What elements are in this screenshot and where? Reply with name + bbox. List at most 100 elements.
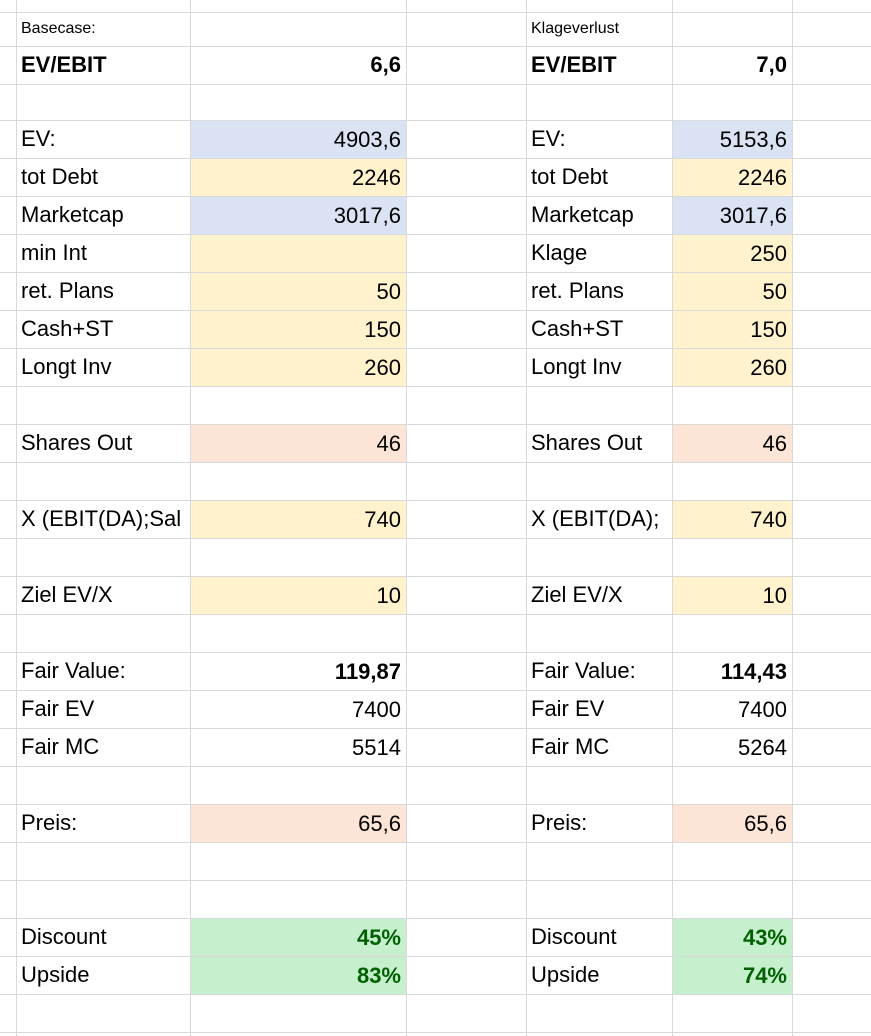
row-label: Discount bbox=[531, 924, 617, 949]
row-value: 74% bbox=[673, 957, 792, 994]
row-value: 2246 bbox=[673, 159, 792, 196]
row-value: 260 bbox=[673, 349, 792, 386]
row-label: Preis: bbox=[531, 810, 588, 835]
row-value: 150 bbox=[191, 311, 406, 348]
row-value: 10 bbox=[191, 577, 406, 614]
header-value: 6,6 bbox=[370, 52, 401, 77]
row-label: Fair Value: bbox=[21, 658, 126, 683]
sheet-title: Klageverlust bbox=[531, 20, 620, 37]
row-label: Longt Inv bbox=[21, 354, 112, 379]
row-label: Cash+ST bbox=[21, 316, 114, 341]
row-value: 260 bbox=[191, 349, 406, 386]
grid-line bbox=[0, 766, 871, 767]
row-value: 2246 bbox=[191, 159, 406, 196]
grid-line bbox=[0, 994, 871, 995]
row-value: 50 bbox=[673, 273, 792, 310]
row-label: Cash+ST bbox=[531, 316, 624, 341]
row-label: X (EBIT(DA); bbox=[531, 506, 660, 531]
grid-line bbox=[672, 0, 673, 1036]
row-value: 4903,6 bbox=[191, 121, 406, 158]
row-label: Upside bbox=[21, 962, 90, 987]
row-label: Klage bbox=[531, 240, 588, 265]
grid-line bbox=[0, 500, 871, 501]
grid-line bbox=[0, 46, 871, 47]
grid-line bbox=[16, 0, 17, 1036]
row-value: 5264 bbox=[738, 734, 787, 760]
grid-line bbox=[0, 234, 871, 235]
row-label: EV: bbox=[21, 126, 56, 151]
row-value: 740 bbox=[673, 501, 792, 538]
sheet-title: Basecase: bbox=[21, 20, 96, 37]
row-label: Preis: bbox=[21, 810, 78, 835]
row-label: Fair Value: bbox=[531, 658, 636, 683]
grid-line bbox=[0, 348, 871, 349]
grid-line bbox=[0, 196, 871, 197]
row-label: Marketcap bbox=[531, 202, 634, 227]
grid-line bbox=[0, 424, 871, 425]
row-label: Ziel EV/X bbox=[21, 582, 113, 607]
grid-line bbox=[0, 12, 871, 13]
grid-line bbox=[0, 1032, 871, 1033]
row-label: Longt Inv bbox=[531, 354, 622, 379]
row-value: 43% bbox=[673, 919, 792, 956]
grid-line bbox=[0, 272, 871, 273]
row-value: 150 bbox=[673, 311, 792, 348]
row-label: tot Debt bbox=[21, 164, 99, 189]
grid-line bbox=[0, 576, 871, 577]
header-label: EV/EBIT bbox=[21, 52, 107, 77]
row-value: 46 bbox=[191, 425, 406, 462]
row-label: EV: bbox=[531, 126, 566, 151]
row-value: 7400 bbox=[352, 696, 401, 722]
header-label: EV/EBIT bbox=[531, 52, 617, 77]
grid-line bbox=[0, 918, 871, 919]
row-value: 45% bbox=[191, 919, 406, 956]
row-value: 5514 bbox=[352, 734, 401, 760]
row-value: 50 bbox=[191, 273, 406, 310]
row-value: 10 bbox=[673, 577, 792, 614]
grid-line bbox=[190, 0, 191, 1036]
row-label: Marketcap bbox=[21, 202, 124, 227]
row-value: 3017,6 bbox=[673, 197, 792, 234]
grid-line bbox=[0, 462, 871, 463]
grid-line bbox=[0, 880, 871, 881]
row-value: 740 bbox=[191, 501, 406, 538]
row-value: 83% bbox=[191, 957, 406, 994]
row-label: min Int bbox=[21, 240, 88, 265]
row-label: Shares Out bbox=[21, 430, 133, 455]
row-label: Upside bbox=[531, 962, 600, 987]
grid-line bbox=[0, 728, 871, 729]
row-value: 7400 bbox=[738, 696, 787, 722]
grid-line bbox=[0, 614, 871, 615]
row-label: tot Debt bbox=[531, 164, 609, 189]
row-label: Fair EV bbox=[21, 696, 95, 721]
grid-line bbox=[0, 690, 871, 691]
row-label: ret. Plans bbox=[21, 278, 114, 303]
row-label: Fair MC bbox=[531, 734, 610, 759]
grid-line bbox=[0, 804, 871, 805]
row-value bbox=[191, 235, 406, 272]
grid-line bbox=[792, 0, 793, 1036]
row-value: 46 bbox=[673, 425, 792, 462]
row-value: 65,6 bbox=[673, 805, 792, 842]
grid-line bbox=[0, 84, 871, 85]
row-label: X (EBIT(DA);Sal bbox=[21, 506, 182, 531]
grid-line bbox=[0, 386, 871, 387]
grid-line bbox=[0, 652, 871, 653]
row-value: 65,6 bbox=[191, 805, 406, 842]
row-value: 119,87 bbox=[334, 658, 401, 684]
row-label: Fair EV bbox=[531, 696, 605, 721]
grid-line bbox=[406, 0, 407, 1036]
row-label: Fair MC bbox=[21, 734, 100, 759]
grid-line bbox=[0, 310, 871, 311]
grid-line bbox=[0, 538, 871, 539]
row-label: ret. Plans bbox=[531, 278, 624, 303]
row-value: 250 bbox=[673, 235, 792, 272]
header-value: 7,0 bbox=[756, 52, 787, 77]
row-value: 5153,6 bbox=[673, 121, 792, 158]
grid-line bbox=[0, 842, 871, 843]
row-label: Discount bbox=[21, 924, 107, 949]
row-value: 114,43 bbox=[720, 658, 787, 684]
grid-line bbox=[526, 0, 527, 1036]
grid-line bbox=[0, 956, 871, 957]
